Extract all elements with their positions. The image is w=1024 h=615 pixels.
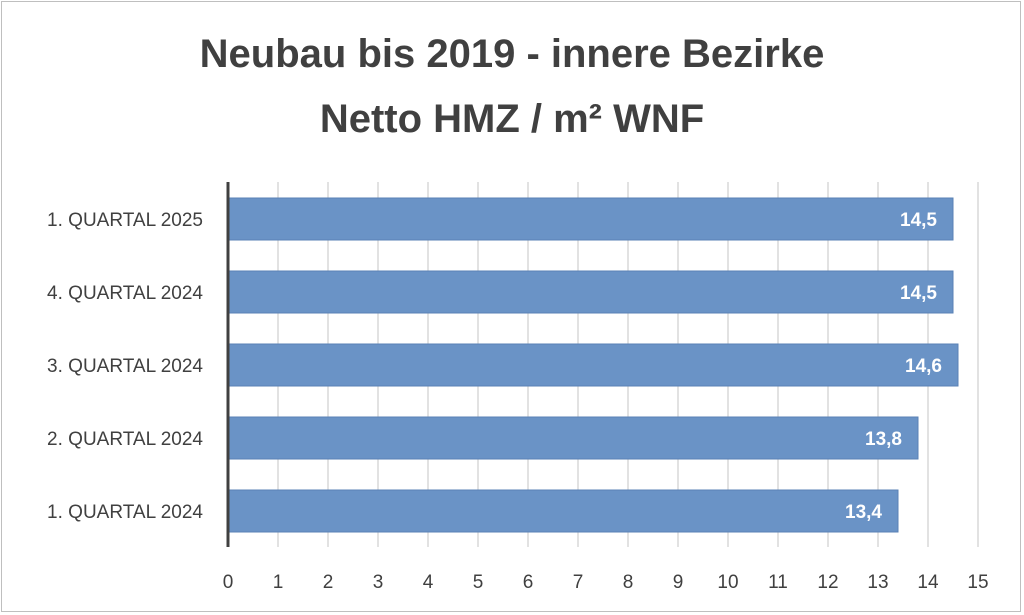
chart-title: Neubau bis 2019 - innere Bezirke	[199, 32, 825, 76]
x-tick-label: 11	[768, 572, 788, 593]
x-tick-label: 13	[867, 572, 888, 593]
x-tick-label: 4	[423, 572, 434, 593]
bar	[227, 416, 919, 460]
x-tick-label: 3	[373, 572, 384, 593]
x-tick-label: 1	[273, 572, 284, 593]
x-tick-label: 7	[573, 572, 584, 593]
data-label: 13,4	[845, 502, 882, 523]
bar	[227, 489, 899, 533]
bar	[227, 270, 954, 314]
category-label: 1. QUARTAL 2024	[47, 502, 203, 523]
x-tick-label: 0	[223, 572, 234, 593]
bar	[227, 343, 959, 387]
x-tick-label: 5	[473, 572, 484, 593]
chart-subtitle: Netto HMZ / m² WNF	[319, 97, 705, 141]
x-tick-label: 15	[967, 572, 988, 593]
x-tick-label: 14	[917, 572, 939, 593]
x-tick-label: 2	[323, 572, 334, 593]
bar	[227, 197, 954, 241]
x-tick-label: 9	[673, 572, 684, 593]
category-label: 3. QUARTAL 2024	[47, 356, 203, 377]
data-label: 13,8	[865, 429, 902, 450]
x-tick-label: 10	[717, 572, 738, 593]
category-label: 1. QUARTAL 2025	[47, 210, 203, 231]
x-tick-label: 6	[523, 572, 534, 593]
category-label: 2. QUARTAL 2024	[47, 429, 203, 450]
category-label: 4. QUARTAL 2024	[47, 283, 203, 304]
data-label: 14,5	[900, 283, 937, 304]
x-tick-label: 8	[623, 572, 634, 593]
x-tick-label: 12	[817, 572, 838, 593]
data-label: 14,6	[905, 356, 942, 377]
data-label: 14,5	[900, 210, 937, 231]
